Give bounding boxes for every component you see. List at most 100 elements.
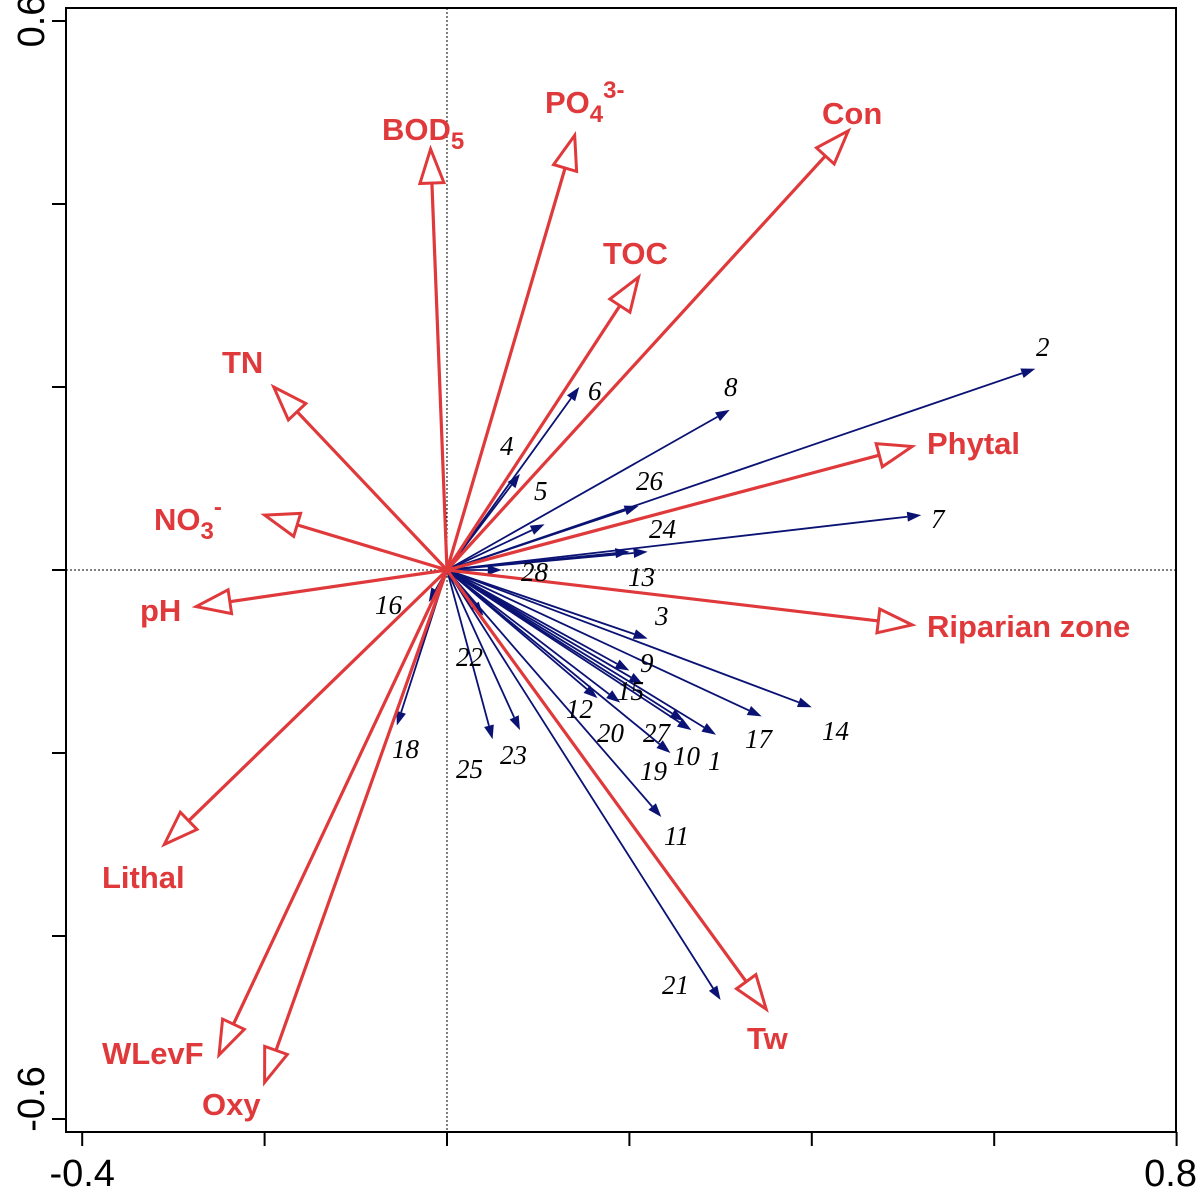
y-tick-label: -0.6 — [11, 1066, 53, 1131]
species-arrow-17 — [446, 569, 750, 712]
env-arrowhead-tn — [270, 383, 309, 423]
x-tick-label: 0.8 — [1144, 1153, 1197, 1195]
species-arrowhead-25 — [484, 724, 494, 740]
species-arrowhead-24 — [614, 548, 630, 559]
species-label-14: 14 — [822, 716, 849, 746]
species-arrow-25 — [446, 569, 490, 726]
env-arrowhead-no3 — [260, 511, 303, 539]
species-arrowhead-11 — [648, 803, 662, 818]
env-arrowhead-oxy — [263, 1044, 290, 1087]
env-label-text: WLevF — [102, 1036, 204, 1071]
species-arrowhead-17 — [746, 705, 762, 717]
species-arrow-26 — [446, 509, 626, 571]
env-label-wlevf: WLevF — [102, 1036, 204, 1071]
species-arrow-14 — [446, 569, 800, 704]
species-arrowhead-8 — [715, 409, 730, 422]
species-arrowhead-5 — [529, 524, 545, 535]
species-arrowhead-20 — [606, 690, 621, 703]
species-arrowhead-3 — [632, 629, 648, 639]
environmental-vectors — [161, 127, 917, 1087]
species-label-24: 24 — [649, 514, 676, 544]
env-label-text: NO — [154, 502, 201, 537]
species-arrowhead-22 — [470, 601, 484, 616]
axis-tick-labels: -0.4 0.8 0.6 -0.6 — [11, 0, 1197, 1195]
species-label-27: 27 — [643, 718, 672, 748]
species-arrowhead-9 — [614, 659, 630, 671]
species-arrowhead-7 — [906, 511, 922, 522]
env-label-no3: NO3- — [154, 494, 222, 545]
y-tick-label: 0.6 — [11, 0, 53, 47]
env-arrow-toc — [445, 304, 622, 571]
species-arrowhead-21 — [708, 985, 721, 1001]
env-label-riparian: Riparian zone — [927, 609, 1130, 644]
env-label-text: Phytal — [927, 426, 1020, 461]
species-label-17: 17 — [745, 724, 774, 754]
env-label-po4: PO43- — [545, 77, 625, 128]
env-label-superscript: - — [214, 494, 222, 521]
species-arrow-23 — [446, 569, 515, 718]
species-arrowhead-1 — [701, 723, 717, 735]
species-arrow-3 — [446, 569, 635, 635]
env-arrowhead-lithal — [161, 809, 200, 848]
species-label-7: 7 — [931, 504, 946, 534]
env-label-subscript: 3 — [201, 518, 214, 545]
species-label-21: 21 — [662, 970, 689, 1000]
env-label-text: Con — [822, 96, 882, 131]
env-label-bod5: BOD5 — [382, 112, 464, 155]
species-arrow-6 — [446, 397, 572, 571]
env-arrow-no3 — [296, 523, 448, 572]
species-arrow-20 — [446, 569, 610, 695]
species-label-8: 8 — [724, 372, 738, 402]
env-arrow-wlevf — [232, 569, 449, 1025]
env-arrowhead-po4 — [551, 131, 579, 174]
env-label-superscript: 3- — [603, 77, 624, 104]
species-arrowhead-23 — [509, 715, 520, 731]
env-arrowhead-ph — [191, 587, 234, 616]
species-label-11: 11 — [664, 821, 689, 851]
env-arrowhead-toc — [607, 273, 641, 315]
species-arrowhead-14 — [796, 697, 812, 708]
env-label-subscript: 4 — [590, 101, 604, 128]
species-arrow-27 — [446, 569, 673, 715]
x-tick-label: -0.4 — [49, 1153, 114, 1195]
plot-frame — [65, 7, 1177, 1133]
env-arrowhead-con — [813, 127, 852, 167]
species-label-3: 3 — [654, 601, 669, 631]
env-arrowhead-bod5 — [417, 144, 447, 186]
species-label-18: 18 — [392, 734, 420, 764]
env-label-phytal: Phytal — [927, 426, 1020, 461]
env-arrowhead-phytal — [874, 441, 917, 470]
species-label-13: 13 — [628, 562, 655, 592]
species-arrowhead-19 — [656, 740, 671, 753]
species-label-1: 1 — [708, 746, 722, 776]
env-label-text: TOC — [603, 236, 668, 271]
species-arrowhead-28 — [487, 565, 502, 575]
env-arrow-po4 — [445, 167, 567, 571]
species-label-5: 5 — [534, 476, 548, 506]
env-arrow-bod5 — [430, 183, 449, 571]
species-label-15: 15 — [617, 676, 644, 706]
env-label-text: PO — [545, 85, 590, 120]
env-label-lithal: Lithal — [102, 860, 185, 895]
species-label-23: 23 — [500, 740, 527, 770]
env-label-text: TN — [222, 345, 263, 380]
species-label-6: 6 — [588, 376, 602, 406]
env-label-text: Riparian zone — [927, 609, 1130, 644]
env-label-toc: TOC — [603, 236, 668, 271]
env-arrowhead-riparian — [875, 606, 917, 635]
species-arrowhead-6 — [566, 387, 580, 402]
species-labels: 1234567891011121314151617181920212223242… — [375, 332, 1050, 1000]
env-label-tw: Tw — [747, 1021, 789, 1056]
env-arrow-ph — [229, 568, 448, 604]
env-label-tn: TN — [222, 345, 263, 380]
species-arrow-8 — [446, 415, 718, 571]
env-label-text: Oxy — [202, 1087, 261, 1122]
species-arrowhead-2 — [1020, 368, 1036, 378]
species-arrowhead-12 — [583, 685, 598, 699]
env-label-text: Lithal — [102, 860, 185, 895]
species-label-10: 10 — [673, 741, 701, 771]
env-label-con: Con — [822, 96, 882, 131]
species-arrow-15 — [446, 569, 632, 679]
